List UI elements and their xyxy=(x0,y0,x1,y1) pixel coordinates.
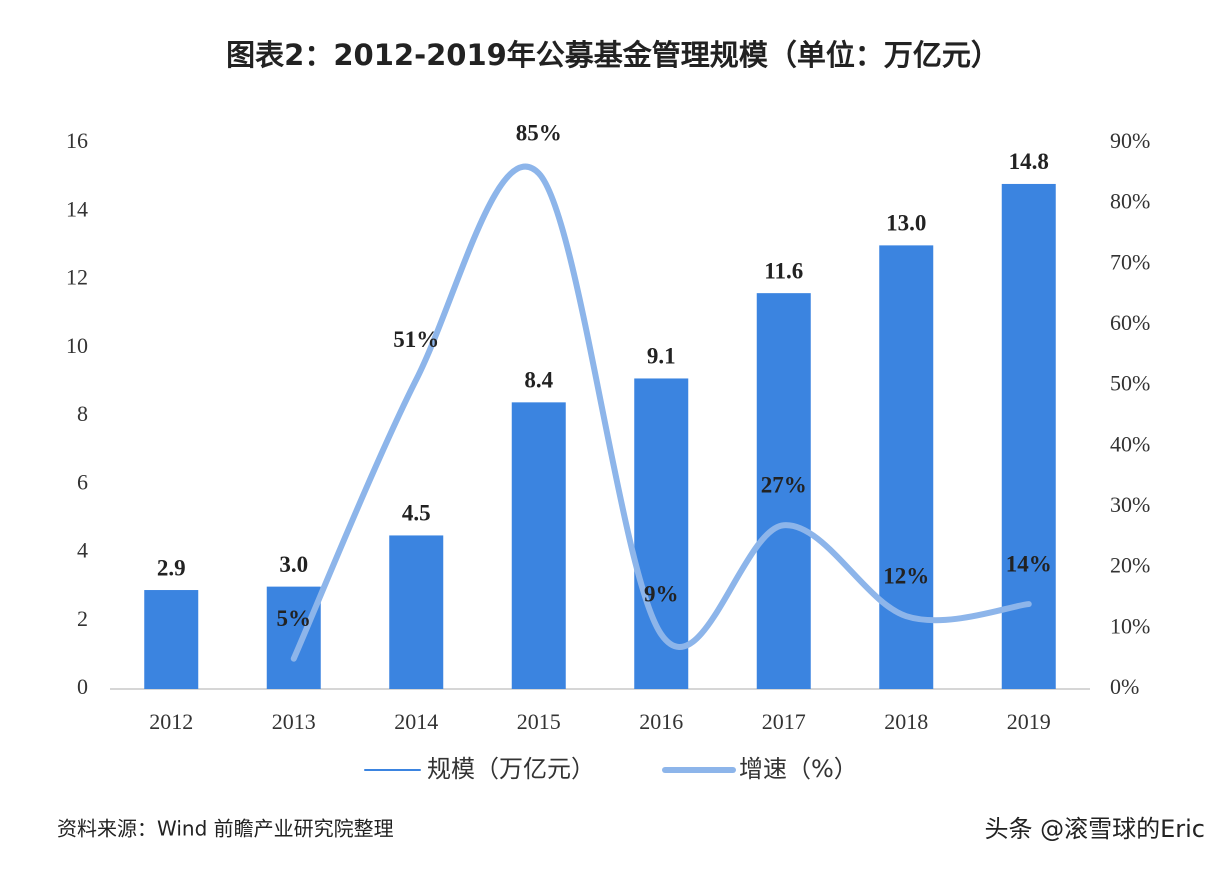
line-value-label: 9% xyxy=(644,582,679,607)
y-tick-label: 10 xyxy=(66,333,88,358)
x-tick-label: 2012 xyxy=(149,709,193,734)
bar xyxy=(756,293,811,689)
x-tick-label: 2017 xyxy=(762,709,806,734)
y2-tick-label: 70% xyxy=(1110,249,1150,274)
line-value-label: 12% xyxy=(883,563,929,588)
bar xyxy=(1001,183,1056,689)
bar-value-label: 13.0 xyxy=(886,211,926,236)
legend-label: 增速（%） xyxy=(739,755,858,783)
bar-value-label: 14.8 xyxy=(1009,149,1049,174)
y2-tick-label: 40% xyxy=(1110,431,1150,456)
y2-tick-label: 60% xyxy=(1110,310,1150,335)
line-value-label: 14% xyxy=(1006,551,1052,576)
line xyxy=(290,163,1032,662)
y2-tick-label: 80% xyxy=(1110,189,1150,214)
bar xyxy=(511,402,566,689)
watermark: 头条 @滚雪球的Eric xyxy=(984,815,1205,843)
bar-value-label: 2.9 xyxy=(157,555,186,580)
y-tick-label: 2 xyxy=(77,606,88,631)
bar-value-label: 11.6 xyxy=(764,258,803,283)
y-tick-label: 8 xyxy=(77,401,88,426)
y-tick-label: 0 xyxy=(77,674,88,699)
x-tick-label: 2019 xyxy=(1007,709,1051,734)
y2-tick-label: 50% xyxy=(1110,371,1150,396)
bar xyxy=(389,535,444,689)
y2-tick-label: 10% xyxy=(1110,613,1150,638)
y2-tick-label: 0% xyxy=(1110,674,1139,699)
bar-value-label: 9.1 xyxy=(647,344,676,369)
y2-tick-label: 30% xyxy=(1110,492,1150,517)
x-tick-label: 2015 xyxy=(517,709,561,734)
line-value-label: 51% xyxy=(393,327,439,352)
line-value-label: 27% xyxy=(761,472,807,497)
legend-label: 规模（万亿元） xyxy=(427,755,595,783)
y-tick-label: 16 xyxy=(66,128,88,153)
bar-value-label: 8.4 xyxy=(524,368,553,393)
y-tick-label: 4 xyxy=(77,538,88,563)
source: 资料来源：Wind 前瞻产业研究院整理 xyxy=(57,817,394,841)
bar-value-label: 3.0 xyxy=(279,552,308,577)
y-tick-label: 6 xyxy=(77,469,88,494)
line-value-label: 85% xyxy=(516,121,562,146)
y2-tick-label: 90% xyxy=(1110,128,1150,153)
y-tick-label: 14 xyxy=(66,196,88,221)
chart-title: 图表2：2012-2019年公募基金管理规模（单位：万亿元） xyxy=(226,38,1000,72)
x-tick-label: 2018 xyxy=(884,709,928,734)
x-tick-label: 2014 xyxy=(394,709,438,734)
y-tick-label: 12 xyxy=(66,265,88,290)
y2-tick-label: 20% xyxy=(1110,553,1150,578)
bar xyxy=(266,586,321,689)
bar-value-label: 4.5 xyxy=(402,501,431,526)
x-tick-label: 2013 xyxy=(272,709,316,734)
x-tick-label: 2016 xyxy=(639,709,683,734)
line-value-label: 5% xyxy=(277,606,312,631)
bar xyxy=(144,590,199,689)
bar xyxy=(634,378,689,689)
